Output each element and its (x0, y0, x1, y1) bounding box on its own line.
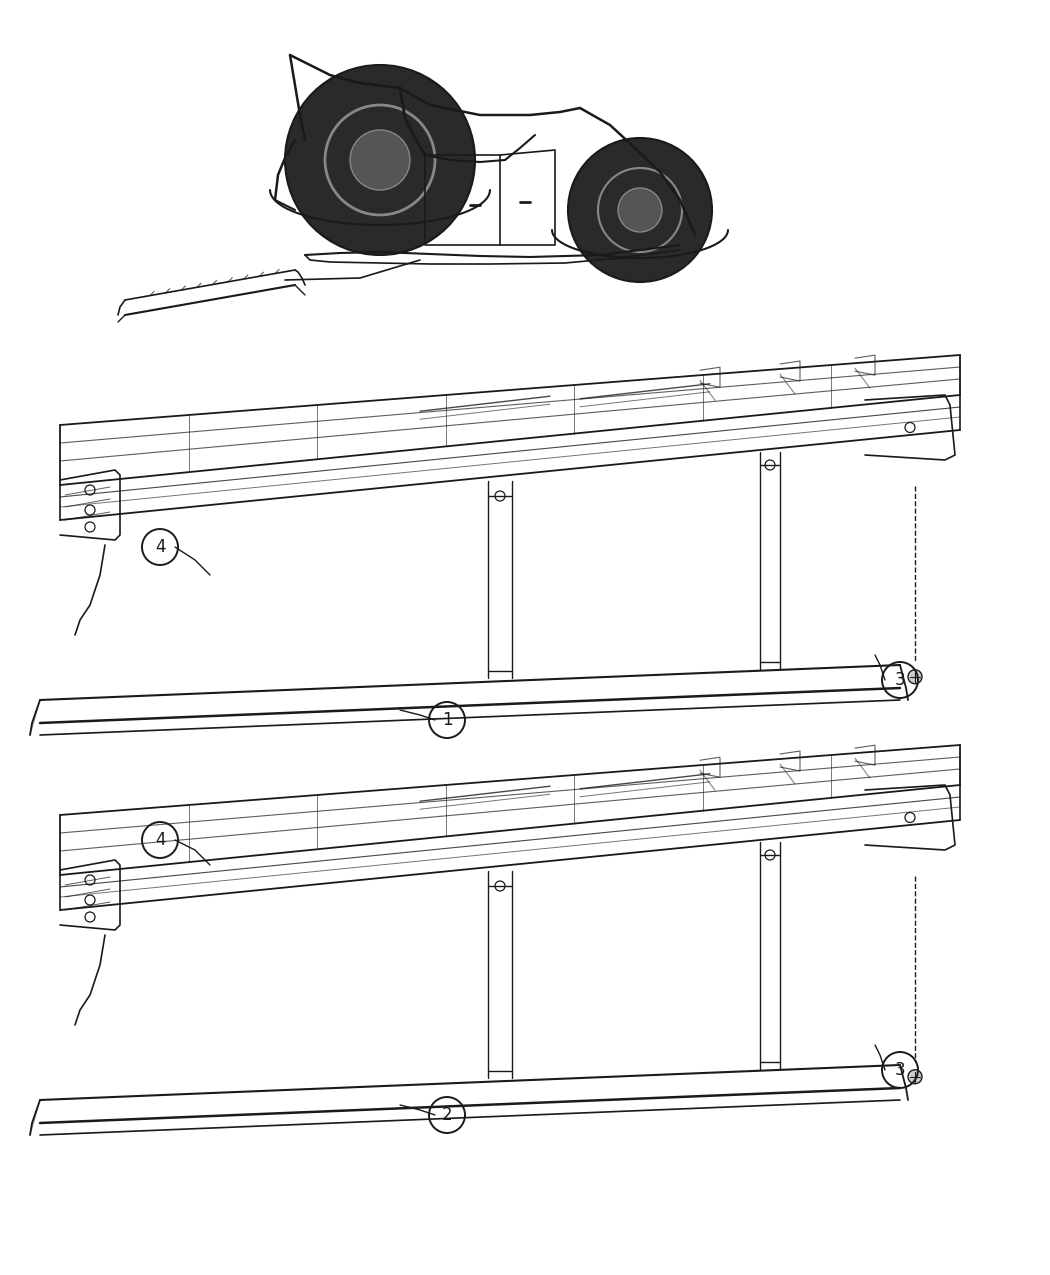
Circle shape (908, 669, 922, 683)
Circle shape (568, 138, 712, 282)
Text: 4: 4 (154, 831, 165, 849)
Text: 2: 2 (442, 1105, 453, 1125)
Text: 4: 4 (154, 538, 165, 556)
Text: 1: 1 (442, 711, 453, 729)
Text: 3: 3 (895, 671, 905, 688)
Text: 3: 3 (895, 1061, 905, 1079)
Circle shape (908, 1070, 922, 1084)
Circle shape (285, 65, 475, 255)
Circle shape (350, 130, 410, 190)
Circle shape (618, 187, 662, 232)
